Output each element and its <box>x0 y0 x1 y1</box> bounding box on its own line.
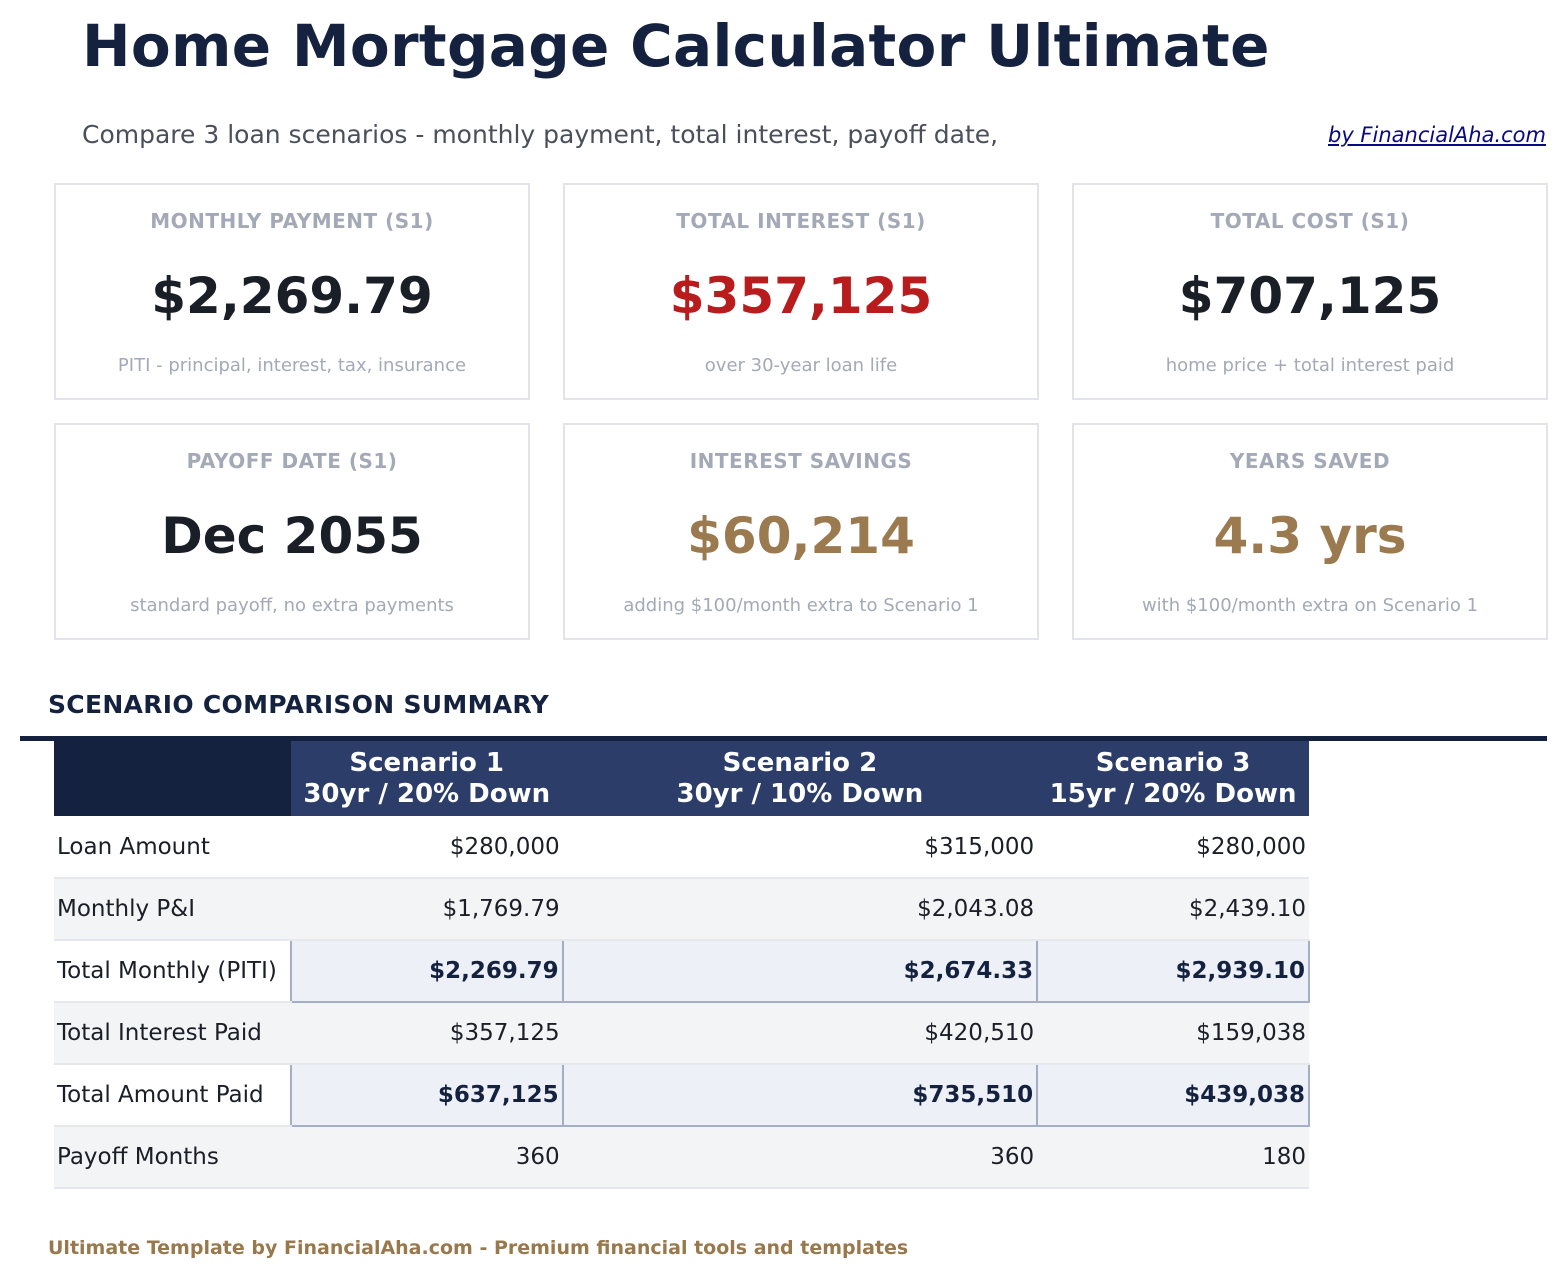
cell: $1,769.79 <box>290 878 563 941</box>
cell: $2,439.10 <box>1037 878 1309 941</box>
cell: $637,125 <box>289 1063 564 1127</box>
kpi-value: $60,214 <box>687 507 915 565</box>
kpi-note: adding $100/month extra to Scenario 1 <box>623 595 979 616</box>
cell: $2,269.79 <box>289 939 564 1003</box>
cell: 360 <box>562 1126 1038 1189</box>
kpi-note: PITI - principal, interest, tax, insuran… <box>117 355 467 376</box>
kpi-value: $357,125 <box>669 267 933 325</box>
cell: $315,000 <box>562 816 1038 879</box>
row-label: Total Interest Paid <box>54 1002 291 1065</box>
section-divider <box>20 736 1547 741</box>
kpi-note: with $100/month extra on Scenario 1 <box>1141 595 1479 616</box>
cell: $2,939.10 <box>1036 939 1310 1003</box>
cell: $357,125 <box>290 1002 563 1065</box>
footer-text: Ultimate Template by FinancialAha.com - … <box>48 1237 909 1259</box>
row-label: Monthly P&I <box>54 878 291 941</box>
row-label: Total Amount Paid <box>54 1064 291 1127</box>
cell: $735,510 <box>561 1063 1039 1127</box>
kpi-value: 4.3 yrs <box>1213 507 1407 565</box>
comparison-table: Scenario 1 30yr / 20% Down Scenario 2 30yr… <box>54 741 1310 1189</box>
header-scenario-2: Scenario 2 30yr / 10% Down <box>562 741 1038 816</box>
kpi-label: TOTAL COST (S1) <box>1210 209 1410 233</box>
kpi-label: YEARS SAVED <box>1229 449 1391 473</box>
header-scenario-3: Scenario 3 15yr / 20% Down <box>1037 741 1309 816</box>
row-label: Total Monthly (PITI) <box>54 940 291 1003</box>
kpi-value: $2,269.79 <box>151 267 433 325</box>
table-row: Loan Amount $280,000 $315,000 $280,000 <box>54 816 1309 879</box>
cell: $159,038 <box>1037 1002 1309 1065</box>
page-subtitle: Compare 3 loan scenarios - monthly payme… <box>82 120 999 149</box>
byline-link[interactable]: by FinancialAha.com <box>1328 123 1546 147</box>
cell: $439,038 <box>1036 1063 1310 1127</box>
cell: $2,674.33 <box>561 939 1039 1003</box>
table-row-highlight: Total Amount Paid $637,125 $735,510 $439… <box>54 1063 1310 1127</box>
kpi-card-total-cost: TOTAL COST (S1) $707,125 home price + to… <box>1072 183 1548 400</box>
kpi-label: PAYOFF DATE (S1) <box>186 449 398 473</box>
page-title: Home Mortgage Calculator Ultimate <box>82 12 1270 80</box>
table-row: Monthly P&I $1,769.79 $2,043.08 $2,439.1… <box>54 878 1309 941</box>
kpi-value: $707,125 <box>1178 267 1442 325</box>
kpi-note: over 30-year loan life <box>704 355 898 376</box>
kpi-card-total-interest: TOTAL INTEREST (S1) $357,125 over 30-yea… <box>563 183 1039 400</box>
kpi-card-years-saved: YEARS SAVED 4.3 yrs with $100/month extr… <box>1072 423 1548 640</box>
table-header-row: Scenario 1 30yr / 20% Down Scenario 2 30yr… <box>54 741 1309 816</box>
row-label: Loan Amount <box>54 816 291 879</box>
header-corner <box>54 741 291 816</box>
kpi-card-monthly-payment: MONTHLY PAYMENT (S1) $2,269.79 PITI - pr… <box>54 183 530 400</box>
header-scenario-1: Scenario 1 30yr / 20% Down <box>290 741 563 816</box>
cell: $420,510 <box>562 1002 1038 1065</box>
cell: 360 <box>290 1126 563 1189</box>
kpi-value: Dec 2055 <box>161 507 423 565</box>
table-row: Payoff Months 360 360 180 <box>54 1126 1309 1189</box>
row-label: Payoff Months <box>54 1126 291 1189</box>
table-row-highlight: Total Monthly (PITI) $2,269.79 $2,674.33… <box>54 939 1310 1003</box>
cell: $280,000 <box>290 816 563 879</box>
kpi-note: standard payoff, no extra payments <box>130 595 454 616</box>
cell: $2,043.08 <box>562 878 1038 941</box>
kpi-label: TOTAL INTEREST (S1) <box>676 209 926 233</box>
table-row: Total Interest Paid $357,125 $420,510 $1… <box>54 1002 1309 1065</box>
kpi-card-interest-savings: INTEREST SAVINGS $60,214 adding $100/mon… <box>563 423 1039 640</box>
cell: 180 <box>1037 1126 1309 1189</box>
cell: $280,000 <box>1037 816 1309 879</box>
kpi-card-payoff-date: PAYOFF DATE (S1) Dec 2055 standard payof… <box>54 423 530 640</box>
kpi-label: INTEREST SAVINGS <box>689 449 913 473</box>
section-title: SCENARIO COMPARISON SUMMARY <box>48 690 549 719</box>
kpi-label: MONTHLY PAYMENT (S1) <box>150 209 434 233</box>
kpi-note: home price + total interest paid <box>1165 355 1455 376</box>
